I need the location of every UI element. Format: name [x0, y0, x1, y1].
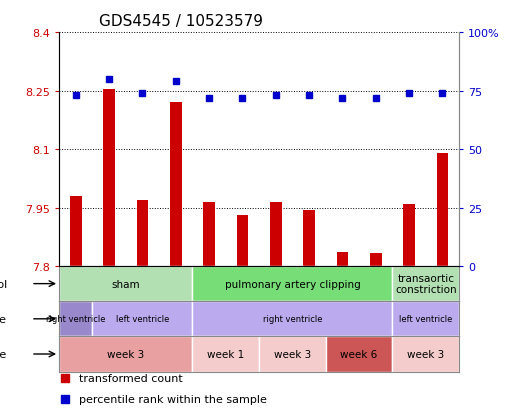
Text: left ventricle: left ventricle [115, 315, 169, 323]
Bar [103, 90, 115, 266]
Text: right ventricle: right ventricle [46, 315, 105, 323]
Text: left ventricle: left ventricle [399, 315, 452, 323]
Bar [392, 337, 459, 372]
Text: week 6: week 6 [341, 349, 378, 359]
Bar [370, 254, 382, 266]
Bar [259, 337, 326, 372]
Bar [70, 196, 82, 266]
Text: sham: sham [111, 279, 140, 289]
Bar [326, 337, 392, 372]
Bar [270, 202, 282, 266]
Text: week 3: week 3 [107, 349, 144, 359]
Text: week 3: week 3 [407, 349, 444, 359]
Text: transaortic
constriction: transaortic constriction [395, 273, 457, 295]
Text: protocol: protocol [0, 279, 7, 289]
Bar [136, 200, 148, 266]
Bar [192, 266, 392, 301]
Text: week 3: week 3 [274, 349, 311, 359]
Text: tissue: tissue [0, 314, 7, 324]
Bar [392, 301, 459, 337]
Text: transformed count: transformed count [79, 373, 183, 383]
Bar [437, 154, 448, 266]
Bar [303, 211, 315, 266]
Bar [403, 205, 415, 266]
Bar [337, 253, 348, 266]
Bar [203, 202, 215, 266]
Bar [192, 301, 392, 337]
Bar [59, 266, 192, 301]
Text: time: time [0, 349, 7, 359]
Text: GDS4545 / 10523579: GDS4545 / 10523579 [99, 14, 263, 29]
Bar [170, 103, 182, 266]
Bar [236, 216, 248, 266]
Text: percentile rank within the sample: percentile rank within the sample [79, 394, 267, 404]
Bar [59, 337, 192, 372]
Text: right ventricle: right ventricle [263, 315, 322, 323]
Bar [392, 266, 459, 301]
Text: week 1: week 1 [207, 349, 244, 359]
Bar [92, 301, 192, 337]
Bar [192, 337, 259, 372]
Text: pulmonary artery clipping: pulmonary artery clipping [225, 279, 360, 289]
Bar [59, 301, 92, 337]
